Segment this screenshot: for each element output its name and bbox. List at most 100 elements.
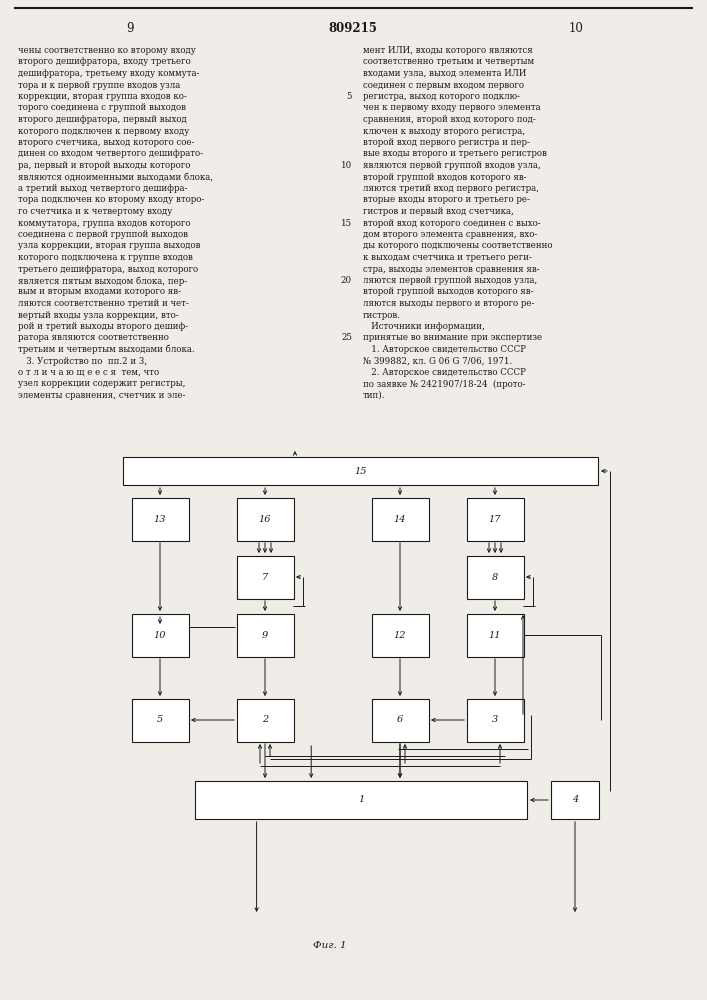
Bar [467, 699, 524, 742]
Text: 11: 11 [489, 631, 501, 640]
Text: Фиг. 1: Фиг. 1 [313, 940, 347, 950]
Text: ратора являются соответственно: ратора являются соответственно [18, 334, 169, 342]
Text: 5: 5 [346, 92, 352, 101]
Text: 2: 2 [262, 716, 268, 724]
Text: 13: 13 [153, 514, 166, 524]
Text: соответственно третьим и четвертым: соответственно третьим и четвертым [363, 57, 534, 66]
Text: второй группой выходов которого яв-: второй группой выходов которого яв- [363, 288, 534, 296]
Text: второй группой входов которого яв-: второй группой входов которого яв- [363, 172, 527, 182]
Bar [132, 699, 189, 742]
Text: 20: 20 [341, 276, 352, 285]
Text: тора и к первой группе входов узла: тора и к первой группе входов узла [18, 81, 180, 90]
Bar [237, 498, 294, 541]
Text: гистров.: гистров. [363, 310, 401, 320]
Text: соединена с первой группой выходов: соединена с первой группой выходов [18, 230, 188, 239]
Bar [372, 699, 429, 742]
Text: второго дешифратора, входу третьего: второго дешифратора, входу третьего [18, 57, 191, 66]
Bar [132, 498, 189, 541]
Bar [237, 556, 294, 599]
Text: 15: 15 [341, 219, 352, 228]
Text: 9: 9 [127, 21, 134, 34]
Text: является пятым выходом блока, пер-: является пятым выходом блока, пер- [18, 276, 187, 286]
Text: по заявке № 2421907/18-24  (прото-: по заявке № 2421907/18-24 (прото- [363, 379, 525, 389]
Text: 6: 6 [397, 716, 403, 724]
Text: ляются выходы первого и второго ре-: ляются выходы первого и второго ре- [363, 299, 534, 308]
Text: принятые во внимание при экспертизе: принятые во внимание при экспертизе [363, 334, 542, 342]
Bar [123, 457, 598, 485]
Text: 14: 14 [394, 514, 407, 524]
Text: третьим и четвертым выходами блока.: третьим и четвертым выходами блока. [18, 345, 194, 355]
Text: 1. Авторское свидетельство СССР: 1. Авторское свидетельство СССР [363, 345, 526, 354]
Text: соединен с первым входом первого: соединен с первым входом первого [363, 81, 524, 90]
Text: ляются первой группой выходов узла,: ляются первой группой выходов узла, [363, 276, 537, 285]
Text: 3. Устройство по  пп.2 и 3,: 3. Устройство по пп.2 и 3, [18, 357, 147, 365]
Text: 5: 5 [157, 716, 163, 724]
Text: вые входы второго и третьего регистров: вые входы второго и третьего регистров [363, 149, 547, 158]
Text: а третий выход четвертого дешифра-: а третий выход четвертого дешифра- [18, 184, 187, 193]
Bar [372, 614, 429, 657]
Text: тип).: тип). [363, 391, 385, 400]
Bar [237, 614, 294, 657]
Text: являются первой группой входов узла,: являются первой группой входов узла, [363, 161, 541, 170]
Text: о т л и ч а ю щ е е с я  тем, что: о т л и ч а ю щ е е с я тем, что [18, 368, 159, 377]
Bar [237, 699, 294, 742]
Text: 7: 7 [262, 572, 268, 582]
Text: 15: 15 [354, 466, 367, 476]
Text: к выходам счетчика и третьего реги-: к выходам счетчика и третьего реги- [363, 253, 532, 262]
Text: 25: 25 [341, 334, 352, 342]
Text: чены соответственно ко второму входу: чены соответственно ко второму входу [18, 46, 196, 55]
Text: 809215: 809215 [329, 21, 378, 34]
Text: вертый входы узла коррекции, вто-: вертый входы узла коррекции, вто- [18, 310, 179, 320]
Text: гистров и первый вход счетчика,: гистров и первый вход счетчика, [363, 207, 514, 216]
Text: которого подключен к первому входу: которого подключен к первому входу [18, 126, 189, 135]
Text: 3: 3 [492, 716, 498, 724]
Text: рой и третий выходы второго дешиф-: рой и третий выходы второго дешиф- [18, 322, 188, 331]
Text: 2. Авторское свидетельство СССР: 2. Авторское свидетельство СССР [363, 368, 526, 377]
Text: входами узла, выход элемента ИЛИ: входами узла, выход элемента ИЛИ [363, 69, 527, 78]
Text: элементы сравнения, счетчик и эле-: элементы сравнения, счетчик и эле- [18, 391, 185, 400]
Text: динен со входом четвертого дешифрато-: динен со входом четвертого дешифрато- [18, 149, 203, 158]
Text: 12: 12 [394, 631, 407, 640]
Bar [467, 498, 524, 541]
Text: 10: 10 [568, 21, 583, 34]
Text: вторые входы второго и третьего ре-: вторые входы второго и третьего ре- [363, 196, 530, 205]
Text: 8: 8 [492, 572, 498, 582]
Bar [467, 614, 524, 657]
Text: 10: 10 [153, 631, 166, 640]
Text: дом второго элемента сравнения, вхо-: дом второго элемента сравнения, вхо- [363, 230, 537, 239]
Text: второго дешифратора, первый выход: второго дешифратора, первый выход [18, 115, 187, 124]
Text: узла коррекции, вторая группа выходов: узла коррекции, вторая группа выходов [18, 241, 201, 250]
Text: ляются третий вход первого регистра,: ляются третий вход первого регистра, [363, 184, 539, 193]
Text: ра, первый и второй выходы которого: ра, первый и второй выходы которого [18, 161, 190, 170]
Text: мент ИЛИ, входы которого являются: мент ИЛИ, входы которого являются [363, 46, 533, 55]
Text: регистра, выход которого подклю-: регистра, выход которого подклю- [363, 92, 520, 101]
Text: го счетчика и к четвертому входу: го счетчика и к четвертому входу [18, 207, 173, 216]
Text: второй вход которого соединен с выхо-: второй вход которого соединен с выхо- [363, 219, 541, 228]
Text: чен к первому входу первого элемента: чен к первому входу первого элемента [363, 104, 541, 112]
Text: Источники информации,: Источники информации, [363, 322, 485, 331]
Bar [372, 498, 429, 541]
Text: вым и вторым входами которого яв-: вым и вторым входами которого яв- [18, 288, 181, 296]
Text: коррекции, вторая группа входов ко-: коррекции, вторая группа входов ко- [18, 92, 187, 101]
Text: 1: 1 [358, 796, 364, 804]
Text: дешифратора, третьему входу коммута-: дешифратора, третьему входу коммута- [18, 69, 199, 78]
Bar [195, 781, 527, 819]
Text: ляются соответственно третий и чет-: ляются соответственно третий и чет- [18, 299, 189, 308]
Text: которого подключена к группе входов: которого подключена к группе входов [18, 253, 193, 262]
Text: № 399882, кл. G 06 G 7/06, 1971.: № 399882, кл. G 06 G 7/06, 1971. [363, 357, 513, 365]
Text: 4: 4 [572, 796, 578, 804]
Text: второй вход первого регистра и пер-: второй вход первого регистра и пер- [363, 138, 530, 147]
Text: третьего дешифратора, выход которого: третьего дешифратора, выход которого [18, 264, 198, 273]
Text: 16: 16 [259, 514, 271, 524]
Text: 17: 17 [489, 514, 501, 524]
Text: 10: 10 [341, 161, 352, 170]
Text: сравнения, второй вход которого под-: сравнения, второй вход которого под- [363, 115, 536, 124]
Bar [132, 614, 189, 657]
Text: торого соединена с группой выходов: торого соединена с группой выходов [18, 104, 186, 112]
Text: тора подключен ко второму входу второ-: тора подключен ко второму входу второ- [18, 196, 204, 205]
Bar [467, 556, 524, 599]
Text: ключен к выходу второго регистра,: ключен к выходу второго регистра, [363, 126, 525, 135]
Text: ды которого подключены соответственно: ды которого подключены соответственно [363, 241, 552, 250]
Text: стра, выходы элементов сравнения яв-: стра, выходы элементов сравнения яв- [363, 264, 539, 273]
Text: второго счетчика, выход которого сое-: второго счетчика, выход которого сое- [18, 138, 194, 147]
